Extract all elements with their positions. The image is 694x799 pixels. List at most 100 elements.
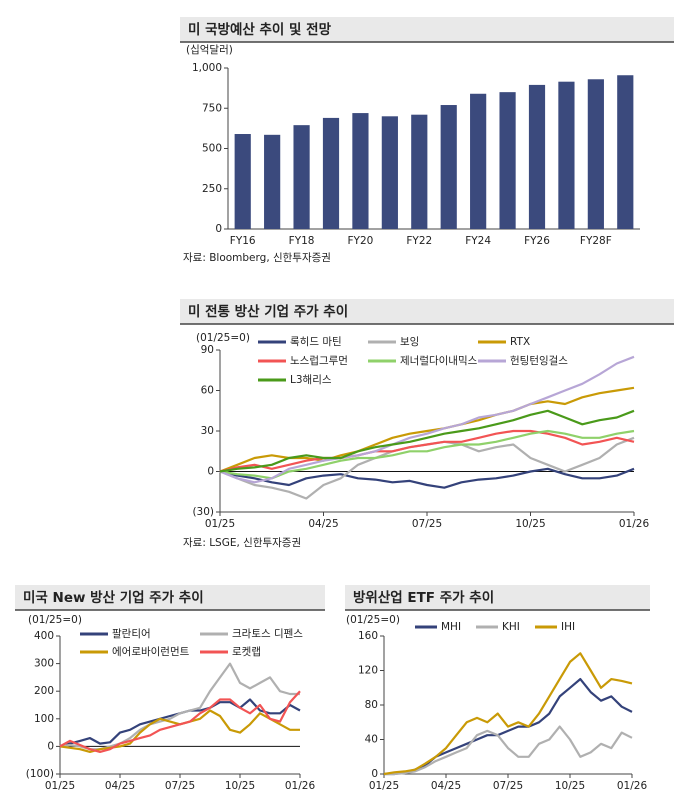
x-tick-label: FY18 [289,235,315,247]
x-tick-label: FY24 [465,235,491,247]
y-tick-label: 80 [365,699,378,711]
series-line [219,409,635,473]
y-tick-label: 750 [202,102,222,114]
x-tick-label: 01/26 [617,780,648,792]
series-line [219,436,635,500]
series-line [219,386,635,473]
series-line [384,678,633,776]
legend-label: MHI [441,621,461,633]
x-tick-label: FY26 [524,235,550,247]
chart-title: 방위산업 ETF 주가 추이 [353,589,494,606]
bar [352,113,369,229]
legend-label: 팔란티어 [112,628,151,640]
x-tick-label: 10/25 [225,780,255,792]
legend-label: L3해리스 [290,373,332,386]
x-tick-label: FY22 [406,235,432,247]
source: 자료: LSGE, 신한투자증권 [183,537,301,549]
series-line [219,429,635,480]
bar [381,116,398,229]
legend-label: RTX [510,336,530,348]
bar [411,114,428,229]
chart-title: 미 전통 방산 기업 주가 추이 [188,303,348,320]
x-tick-label: 10/25 [555,780,585,792]
y-tick-label: 200 [34,685,54,697]
bar [587,79,604,230]
y-tick-label: (100) [26,768,54,780]
y-axis-unit: (01/25=0) [346,614,400,626]
series-line [59,698,301,748]
legend-label: 록히드 마틴 [290,336,342,348]
series-line [219,355,635,484]
y-tick-label: 100 [34,713,54,725]
x-tick-label: 01/26 [285,780,316,792]
series-line [219,429,635,473]
x-tick-label: FY20 [348,235,374,247]
title-bar [345,585,650,610]
title-bar [15,585,325,610]
y-axis-unit: (01/25=0) [28,614,82,626]
source: 자료: Bloomberg, 신한투자증권 [183,252,331,264]
bar [528,84,546,229]
y-tick-label: 30 [201,425,214,437]
series-line [59,690,301,753]
x-tick-label: 10/25 [515,518,545,530]
y-tick-label: 0 [207,466,214,478]
y-tick-label: 1,000 [192,62,222,74]
y-tick-label: 500 [202,143,222,155]
legend-label: KHI [502,621,520,633]
x-tick-label: FY28F [580,235,612,247]
x-tick-label: 01/25 [45,780,75,792]
x-tick-label: 01/25 [369,780,399,792]
bar [293,125,310,229]
y-tick-label: 40 [365,734,378,746]
series-line [384,725,633,776]
title-bar [180,17,674,42]
x-tick-label: 01/26 [619,518,650,530]
legend-label: 노스럽그루먼 [290,354,348,367]
y-axis-unit: (01/25=0) [196,332,250,344]
y-tick-label: (30) [192,506,214,518]
bar [440,105,457,229]
bar [499,92,516,230]
x-tick-label: 04/25 [431,780,461,792]
title-bar [180,299,674,324]
series-line [219,467,635,489]
bar [470,93,487,229]
legend-label: 헌팅턴잉걸스 [510,354,568,367]
x-tick-label: 04/25 [105,780,135,792]
series-line [383,652,633,776]
y-tick-label: 250 [202,183,222,195]
y-tick-label: 0 [215,223,222,235]
bar [264,134,281,229]
y-tick-label: 400 [34,630,54,642]
legend-label: 로켓랩 [232,646,261,658]
bar [322,117,340,229]
y-tick-label: 120 [358,665,378,677]
x-tick-label: 07/25 [165,780,195,792]
x-tick-label: 04/25 [308,518,338,530]
y-tick-label: 300 [34,658,54,670]
y-axis-unit: (십억달러) [186,44,233,56]
legend-label: 보잉 [400,336,419,348]
y-tick-label: 0 [371,768,378,780]
chart-title: 미국 New 방산 기업 주가 추이 [23,589,204,606]
bar [234,134,251,229]
x-tick-label: 01/25 [205,518,235,530]
legend-label: 제너럴다이내믹스 [400,354,478,367]
legend-label: 에어로바이런먼트 [112,646,190,658]
series-line [59,709,300,753]
x-tick-label: FY16 [230,235,256,247]
legend-label: 크라토스 디펜스 [232,628,303,640]
y-tick-label: 0 [47,740,54,752]
x-tick-label: 07/25 [493,780,523,792]
y-tick-label: 90 [201,344,214,356]
bar [617,75,634,230]
chart-title: 미 국방예산 추이 및 전망 [188,21,332,38]
legend-label: IHI [561,621,575,633]
y-tick-label: 60 [201,385,214,397]
x-tick-label: 07/25 [412,518,442,530]
series-line [59,662,300,751]
bar [558,81,575,229]
y-tick-label: 160 [358,630,378,642]
